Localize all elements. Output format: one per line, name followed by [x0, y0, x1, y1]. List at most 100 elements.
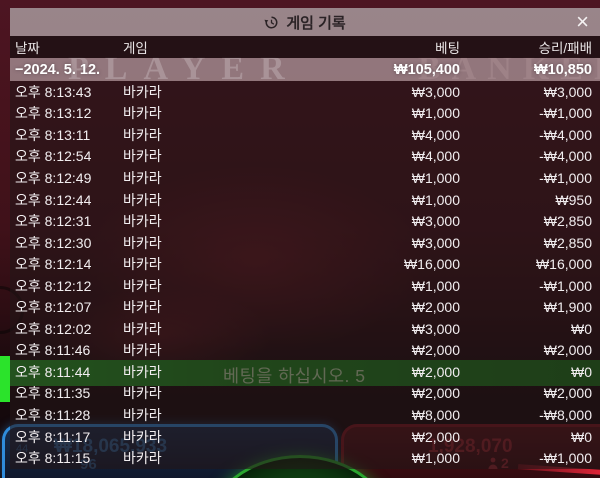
close-button[interactable]: × — [576, 9, 589, 34]
row-game: 바카라 — [123, 126, 162, 143]
row-bet: ₩3,000 — [411, 320, 460, 337]
table-row: 오후 8:11:15 바카라 ₩1,000 -₩1,000 — [10, 447, 600, 469]
row-winloss: ₩16,000 — [535, 256, 592, 273]
row-time: 오후 8:13:43 — [15, 83, 92, 100]
row-game: 바카라 — [123, 105, 162, 122]
row-game: 바카라 — [123, 234, 162, 251]
row-game: 바카라 — [123, 277, 162, 294]
row-winloss: ₩2,850 — [543, 213, 592, 230]
row-bet: ₩1,000 — [411, 277, 460, 294]
row-game: 바카라 — [123, 320, 162, 337]
row-game: 바카라 — [123, 83, 162, 100]
table-row: 오후 8:11:35 바카라 ₩2,000 ₩2,000 — [10, 382, 600, 405]
table-row: 오후 8:12:49 바카라 ₩1,000 -₩1,000 — [10, 167, 600, 189]
modal-title-bar: 게임 기록 × — [10, 8, 600, 36]
row-bet: ₩2,000 — [411, 342, 460, 359]
row-bet: ₩2,000 — [411, 385, 460, 402]
row-time: 오후 8:13:12 — [15, 105, 92, 122]
row-time: 오후 8:11:35 — [15, 385, 91, 402]
row-winloss: ₩0 — [571, 363, 592, 380]
column-header-date: 날짜 — [15, 41, 40, 56]
column-header-winloss: 승리/패배 — [538, 41, 592, 56]
row-bet: ₩1,000 — [411, 105, 460, 122]
row-winloss: ₩0 — [571, 320, 592, 337]
row-game: 바카라 — [123, 213, 162, 230]
row-time: 오후 8:11:44 — [15, 363, 91, 380]
row-bet: ₩2,000 — [411, 363, 460, 380]
row-winloss: -₩4,000 — [539, 148, 592, 165]
row-winloss: -₩4,000 — [539, 126, 592, 143]
row-time: 오후 8:12:30 — [15, 234, 92, 251]
row-time: 오후 8:11:28 — [15, 406, 91, 423]
row-time: 오후 8:11:17 — [15, 428, 91, 445]
row-winloss: -₩8,000 — [539, 406, 592, 423]
row-game: 바카라 — [123, 385, 162, 402]
row-time: 오후 8:12:49 — [15, 169, 92, 186]
table-row: 오후 8:13:43 바카라 ₩3,000 ₩3,000 — [10, 81, 600, 103]
table-row: 오후 8:12:30 바카라 ₩3,000 ₩2,850 — [10, 231, 600, 254]
table-row: 오후 8:11:46 바카라 ₩2,000 ₩2,000 — [10, 339, 600, 362]
modal-title: 게임 기록 — [286, 14, 346, 32]
summary-bet: ₩105,400 — [393, 61, 460, 78]
table-row: 오후 8:12:54 바카라 ₩4,000 -₩4,000 — [10, 145, 600, 168]
day-summary-row[interactable]: −2024. 5. 12. ₩105,400 ₩10,850 — [10, 58, 600, 81]
table-header-row: 날짜 게임 베팅 승리/패배 — [10, 36, 600, 58]
row-time: 오후 8:12:54 — [15, 148, 92, 165]
history-rows[interactable]: 오후 8:13:43 바카라 ₩3,000 ₩3,000 오후 8:13:12 … — [10, 81, 600, 469]
banner-left-edge — [0, 356, 10, 402]
table-row: 오후 8:12:07 바카라 ₩2,000 ₩1,900 — [10, 296, 600, 319]
row-winloss: ₩0 — [571, 428, 592, 445]
row-winloss: ₩2,850 — [543, 234, 592, 251]
column-header-game: 게임 — [123, 41, 148, 56]
row-winloss: ₩1,900 — [543, 299, 592, 316]
table-row: 오후 8:13:11 바카라 ₩4,000 -₩4,000 — [10, 124, 600, 146]
row-winloss: ₩950 — [555, 191, 592, 208]
row-game: 바카라 — [123, 169, 162, 186]
row-game: 바카라 — [123, 428, 162, 445]
row-bet: ₩3,000 — [411, 234, 460, 251]
row-bet: ₩4,000 — [411, 126, 460, 143]
row-game: 바카라 — [123, 148, 162, 165]
history-clock-icon — [264, 16, 278, 28]
row-bet: ₩1,000 — [411, 450, 460, 467]
row-time: 오후 8:12:02 — [15, 320, 92, 337]
table-row: 오후 8:11:17 바카라 ₩2,000 ₩0 — [10, 425, 600, 448]
row-time: 오후 8:12:44 — [15, 191, 92, 208]
row-bet: ₩16,000 — [403, 256, 460, 273]
row-game: 바카라 — [123, 363, 162, 380]
table-row: 오후 8:12:31 바카라 ₩3,000 ₩2,850 — [10, 210, 600, 232]
table-row: 오후 8:13:12 바카라 ₩1,000 -₩1,000 — [10, 102, 600, 125]
row-time: 오후 8:12:12 — [15, 277, 92, 294]
table-row: 오후 8:12:14 바카라 ₩16,000 ₩16,000 — [10, 253, 600, 275]
row-bet: ₩1,000 — [411, 169, 460, 186]
row-bet: ₩1,000 — [411, 191, 460, 208]
row-bet: ₩8,000 — [411, 406, 460, 423]
table-row: 오후 8:11:44 바카라 ₩2,000 ₩0 — [10, 361, 600, 383]
row-game: 바카라 — [123, 406, 162, 423]
row-winloss: -₩1,000 — [539, 450, 592, 467]
row-bet: ₩3,000 — [411, 83, 460, 100]
row-game: 바카라 — [123, 191, 162, 208]
row-winloss: -₩1,000 — [539, 169, 592, 186]
row-bet: ₩4,000 — [411, 148, 460, 165]
row-winloss: ₩3,000 — [543, 83, 592, 100]
row-winloss: ₩2,000 — [543, 385, 592, 402]
row-game: 바카라 — [123, 256, 162, 273]
row-winloss: -₩1,000 — [539, 277, 592, 294]
table-row: 오후 8:12:44 바카라 ₩1,000 ₩950 — [10, 188, 600, 211]
summary-date: −2024. 5. 12. — [15, 61, 101, 78]
table-row: 오후 8:11:28 바카라 ₩8,000 -₩8,000 — [10, 404, 600, 426]
row-winloss: -₩1,000 — [539, 105, 592, 122]
table-row: 오후 8:12:12 바카라 ₩1,000 -₩1,000 — [10, 274, 600, 297]
row-time: 오후 8:11:15 — [15, 450, 91, 467]
row-time: 오후 8:13:11 — [15, 126, 91, 143]
row-time: 오후 8:12:31 — [15, 213, 92, 230]
row-time: 오후 8:11:46 — [15, 342, 91, 359]
table-row: 오후 8:12:02 바카라 ₩3,000 ₩0 — [10, 318, 600, 340]
summary-winloss: ₩10,850 — [533, 61, 592, 78]
row-time: 오후 8:12:07 — [15, 299, 92, 316]
row-bet: ₩2,000 — [411, 299, 460, 316]
row-game: 바카라 — [123, 342, 162, 359]
game-history-modal: 게임 기록 × 날짜 게임 베팅 승리/패배 −2024. 5. 12. ₩10… — [10, 8, 600, 469]
